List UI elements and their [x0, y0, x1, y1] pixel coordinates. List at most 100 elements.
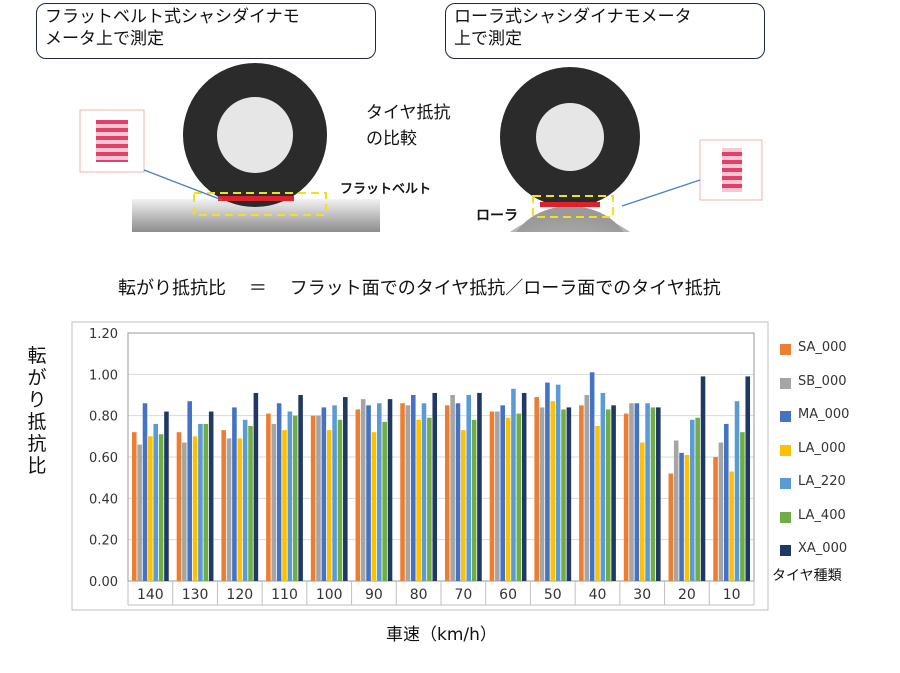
bar-LA_400-110: [292, 415, 298, 581]
legend-label: SA_000: [798, 340, 847, 355]
bar-MA_000-60: [500, 405, 505, 581]
bar-LA_000-80: [416, 419, 421, 581]
bar-LA_220-10: [734, 401, 740, 581]
bar-LA_220-130: [198, 423, 203, 581]
bar-MA_000-110: [276, 403, 282, 581]
bar-MA_000-140: [142, 403, 148, 581]
bar-LA_000-20: [684, 454, 690, 581]
x-tick-label: 20: [678, 587, 696, 603]
flatbelt-label: フラットベルト: [340, 182, 432, 197]
chart-frame: [71, 321, 769, 611]
bar-SA_000-10: [713, 457, 718, 581]
bar-LA_000-60: [505, 417, 511, 581]
y-tick-label: 1.00: [89, 368, 118, 383]
bar-LA_220-110: [287, 411, 293, 581]
bar-LA_000-130: [192, 436, 198, 581]
bar-LA_220-30: [645, 403, 650, 581]
formula-left: 転がり抵抗比: [118, 278, 226, 299]
bar-SA_000-30: [623, 413, 629, 581]
bar-XA_000-140: [164, 411, 169, 581]
bar-MA_000-120: [232, 407, 237, 581]
bar-SB_000-120: [226, 438, 232, 581]
x-tick-label: 120: [226, 587, 253, 603]
bar-XA_000-80: [432, 392, 438, 581]
bar-LA_220-60: [511, 388, 516, 581]
legend-label: LA_400: [798, 507, 846, 523]
y-tick-label: 0.40: [89, 492, 118, 507]
bar-LA_000-110: [282, 430, 287, 581]
bar-LA_000-90: [371, 432, 377, 581]
bar-SA_000-120: [221, 430, 226, 581]
left-contact-patch: [218, 196, 294, 201]
y-tick-label: 1.20: [89, 327, 118, 342]
legend-swatch: [780, 377, 791, 389]
x-tick-label: 40: [589, 587, 607, 603]
roller-label: ローラ: [476, 208, 518, 224]
legend-title: タイヤ種類: [772, 568, 842, 584]
bar-LA_400-60: [516, 413, 522, 581]
left-hub: [217, 97, 293, 173]
x-tick-label: 60: [499, 587, 517, 603]
x-tick-label: 100: [316, 587, 343, 603]
y-tick-label: 0.00: [89, 575, 118, 590]
bar-LA_000-30: [639, 442, 645, 581]
bar-MA_000-70: [455, 403, 461, 581]
bar-MA_000-40: [589, 372, 595, 581]
bar-MA_000-130: [187, 401, 192, 581]
legend-label: SB_000: [798, 373, 847, 389]
bar-MA_000-50: [545, 382, 550, 581]
x-tick-label: 110: [271, 587, 298, 603]
right-contact-patch: [540, 202, 600, 207]
bar-LA_400-90: [382, 421, 387, 581]
bar-SB_000-20: [673, 440, 679, 581]
left-highlight-box: [193, 192, 327, 216]
bar-SA_000-60: [489, 411, 495, 581]
legend-label: MA_000: [798, 407, 850, 422]
bar-LA_000-100: [326, 430, 332, 581]
bar-SA_000-70: [444, 405, 450, 581]
compare-label: タイヤ抵抗 の比較: [366, 103, 451, 149]
x-tick-label: 140: [137, 587, 164, 603]
bar-XA_000-40: [611, 405, 616, 581]
bar-MA_000-90: [366, 405, 371, 581]
bar-SB_000-110: [271, 423, 277, 581]
left-pointer-line: [143, 169, 223, 201]
legend-label: XA_000: [798, 541, 848, 556]
bar-LA_220-40: [600, 392, 606, 581]
bar-SA_000-80: [400, 403, 405, 581]
bar-XA_000-50: [566, 407, 572, 581]
bar-LA_220-120: [242, 419, 248, 581]
bar-SA_000-110: [266, 413, 271, 581]
bar-SB_000-30: [629, 403, 634, 581]
bar-SB_000-70: [450, 395, 455, 581]
legend-swatch: [780, 444, 791, 456]
y-tick-label: 0.60: [89, 451, 118, 466]
bar-SB_000-40: [584, 395, 590, 581]
x-tick-label: 70: [454, 587, 472, 603]
bar-LA_400-80: [427, 417, 432, 581]
bar-LA_000-120: [237, 438, 243, 581]
bar-XA_000-60: [521, 392, 527, 581]
bar-SB_000-130: [182, 442, 187, 581]
bar-LA_000-50: [550, 401, 556, 581]
right-hub: [536, 103, 604, 171]
bar-XA_000-10: [745, 376, 751, 581]
x-tick-label: 90: [365, 587, 383, 603]
legend-swatch: [780, 545, 791, 556]
x-axis-title: 車速（km/h）: [386, 625, 497, 645]
bar-LA_400-140: [158, 434, 164, 581]
bar-LA_220-100: [332, 405, 337, 581]
y-tick-label: 0.80: [89, 410, 118, 425]
bar-MA_000-10: [723, 423, 729, 581]
x-tick-label: 130: [182, 587, 209, 603]
bar-LA_400-30: [650, 407, 656, 581]
bar-MA_000-30: [634, 403, 640, 581]
bar-LA_000-70: [461, 430, 466, 581]
bar-LA_000-140: [148, 436, 153, 581]
bar-LA_220-20: [690, 419, 695, 581]
bar-LA_400-10: [740, 432, 745, 581]
bar-LA_400-70: [471, 419, 477, 581]
right-pointer-line: [621, 179, 701, 207]
bar-SA_000-100: [310, 415, 316, 581]
